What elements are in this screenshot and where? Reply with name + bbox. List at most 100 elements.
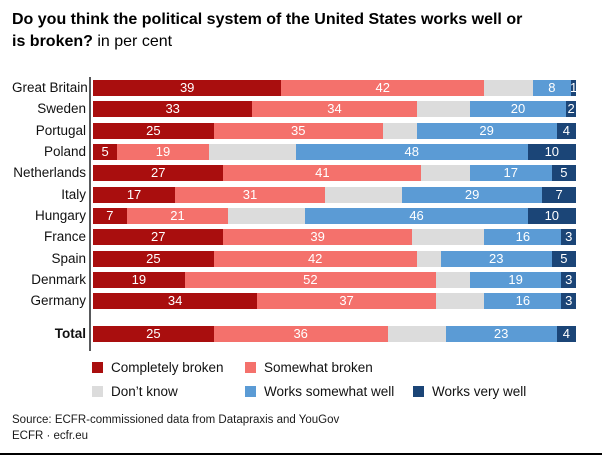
bar-segment <box>416 101 470 118</box>
row-label: Portugal <box>35 122 86 138</box>
row-label: Italy <box>61 186 86 202</box>
bar-segment: 1 <box>569 80 578 96</box>
bar-segment: 46 <box>305 207 528 224</box>
bar-stack: 25 35 29 4 <box>93 122 576 139</box>
chart-title: Do you think the political system of the… <box>12 9 590 53</box>
legend-item: Don’t know <box>92 384 245 399</box>
legend-label: Completely broken <box>111 360 224 375</box>
bar-stack: 33 34 20 2 <box>93 101 576 118</box>
bar-segment: 39 <box>93 80 282 96</box>
bar-segment: 42 <box>213 250 417 267</box>
bar-segment: 23 <box>445 326 557 343</box>
bar-segment: 2 <box>566 101 576 118</box>
bar-segment: 34 <box>93 293 258 310</box>
chart-row: Great Britain 39 42 8 1 <box>12 80 578 96</box>
bar-segment: 17 <box>93 186 176 203</box>
bar-segment: 19 <box>93 271 185 288</box>
credit-line: ECFR · ecfr.eu <box>12 430 89 442</box>
chart-row: Germany 34 37 16 3 <box>12 293 576 310</box>
bar-stack: 34 37 16 3 <box>93 293 576 310</box>
row-label: Great Britain <box>12 80 88 95</box>
source-line: Source: ECFR-commissioned data from Data… <box>12 414 340 426</box>
bar-segment: 16 <box>484 229 562 246</box>
bar-segment: 34 <box>252 101 417 118</box>
bar-segment: 20 <box>469 101 567 118</box>
bar-segment: 5 <box>93 143 118 160</box>
bar-segment <box>387 326 446 343</box>
chart-row: Italy 17 31 29 7 <box>12 186 576 203</box>
bar-segment <box>484 80 533 96</box>
chart-row: Sweden 33 34 20 2 <box>12 101 576 118</box>
chart-row: Spain 25 42 23 5 <box>12 250 576 267</box>
legend-row: Don’t know Works somewhat well Works very … <box>92 384 572 399</box>
legend-item: Somewhat broken <box>245 360 373 375</box>
legend-item: Completely broken <box>92 360 245 375</box>
bar-segment: 52 <box>184 271 436 288</box>
row-label: Total <box>54 326 86 342</box>
bar-stack: 7 21 46 10 <box>93 207 576 224</box>
chart-row: France 27 39 16 3 <box>12 229 576 246</box>
bar-stack: 27 41 17 5 <box>93 165 576 182</box>
bar-stack: 39 42 8 1 <box>93 80 578 96</box>
bar-segment: 29 <box>402 186 543 203</box>
bar-segment <box>382 122 417 139</box>
bar-segment: 25 <box>93 122 214 139</box>
row-label: Germany <box>30 293 86 309</box>
bar-segment: 21 <box>126 207 229 224</box>
legend-swatch <box>245 362 256 373</box>
legend-label: Somewhat broken <box>264 360 373 375</box>
bar-segment <box>435 271 470 288</box>
bottom-divider <box>0 453 602 455</box>
chart-row: Denmark 19 52 19 3 <box>12 271 576 288</box>
bar-segment <box>324 186 403 203</box>
chart-row: Poland 5 19 48 10 <box>12 143 576 160</box>
bar-segment: 17 <box>469 165 552 182</box>
chart-legend: Completely broken Somewhat broken Don’t kn… <box>92 360 572 408</box>
bar-segment <box>208 143 296 160</box>
row-label: France <box>43 229 86 245</box>
bar-segment: 39 <box>223 229 412 246</box>
legend-item: Works somewhat well <box>245 384 413 399</box>
bar-stack: 25 42 23 5 <box>93 250 576 267</box>
row-label: Netherlands <box>13 165 86 181</box>
legend-swatch <box>92 386 103 397</box>
source-note: Source: ECFR-commissioned data from Data… <box>12 412 339 444</box>
row-label: Spain <box>51 250 86 266</box>
row-label: Denmark <box>31 271 86 287</box>
bar-segment: 5 <box>551 250 576 267</box>
row-label: Poland <box>43 143 86 159</box>
bar-stack: 17 31 29 7 <box>93 186 576 203</box>
bar-segment <box>411 229 485 246</box>
row-label: Hungary <box>34 207 86 223</box>
legend-swatch <box>413 386 424 397</box>
bar-segment: 8 <box>532 80 572 96</box>
bar-segment: 27 <box>93 165 224 182</box>
bar-segment <box>435 293 485 310</box>
chart-row: Hungary 7 21 46 10 <box>12 207 576 224</box>
bar-stack: 5 19 48 10 <box>93 143 576 160</box>
bar-segment: 41 <box>223 165 422 182</box>
bar-segment: 19 <box>469 271 562 288</box>
bar-segment: 10 <box>527 143 576 160</box>
legend-row: Completely broken Somewhat broken <box>92 360 572 375</box>
stacked-bar-chart: Great Britain 39 42 8 1 Sweden 33 34 20 2 Portugal… <box>12 77 578 351</box>
bar-segment: 10 <box>527 207 576 224</box>
bar-segment: 3 <box>561 229 576 246</box>
bar-segment <box>421 165 470 182</box>
chart-row: Netherlands 27 41 17 5 <box>12 165 576 182</box>
chart-title-unit: in per cent <box>92 33 173 50</box>
legend-label: Works very well <box>432 384 527 399</box>
chart-rows: Great Britain 39 42 8 1 Sweden 33 34 20 2 Portugal… <box>12 80 578 343</box>
y-axis-line <box>89 77 91 351</box>
bar-stack: 27 39 16 3 <box>93 229 576 246</box>
bar-segment: 4 <box>556 122 576 139</box>
chart-row: Portugal 25 35 29 4 <box>12 122 576 139</box>
bar-segment: 23 <box>440 250 552 267</box>
legend-swatch <box>92 362 103 373</box>
bar-segment: 7 <box>93 207 127 224</box>
bar-segment: 25 <box>93 326 214 343</box>
chart-title-line2: is broken? <box>12 33 93 50</box>
bar-segment: 27 <box>93 229 224 246</box>
bar-segment: 37 <box>257 293 436 310</box>
